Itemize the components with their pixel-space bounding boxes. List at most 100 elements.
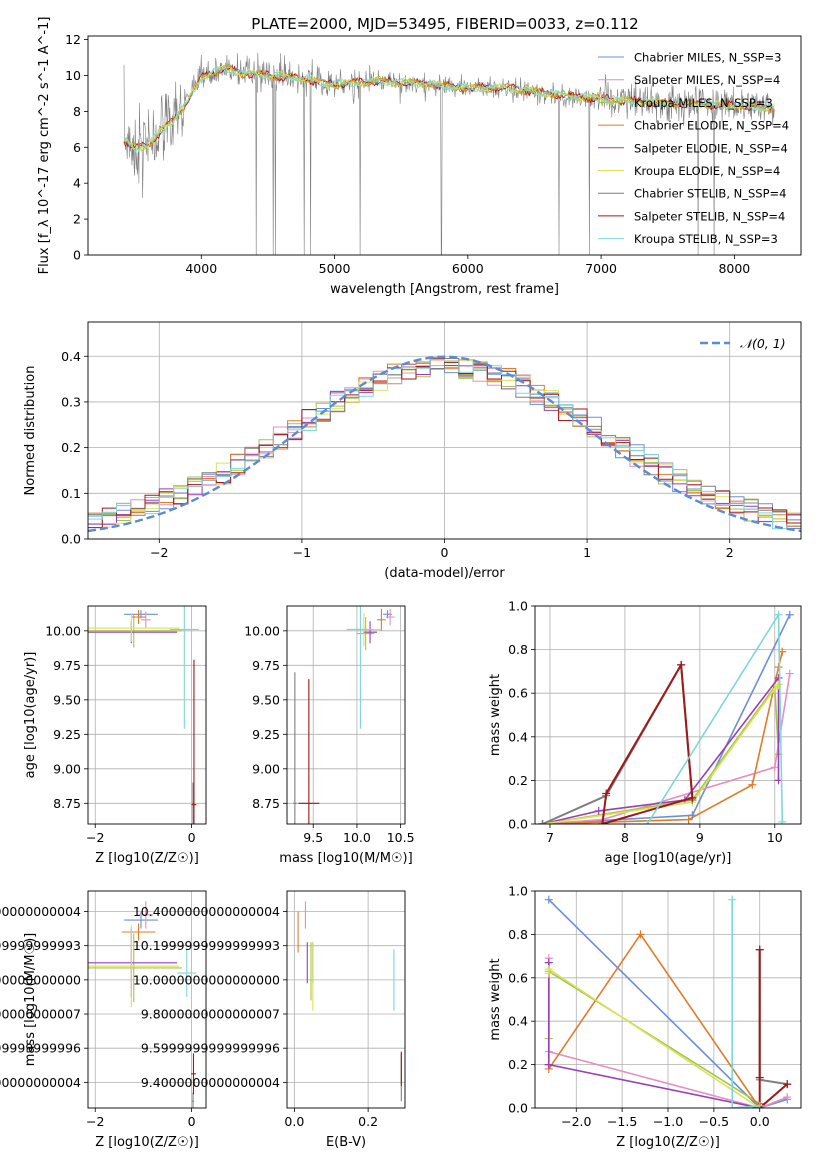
y-tick-label: 10.4000000000000004 <box>133 904 280 919</box>
legend-label: Salpeter STELIB, N_SSP=4 <box>634 209 785 223</box>
errorbar-point-salpeter_miles <box>138 901 154 929</box>
errorbar-point-kroupa_miles <box>356 617 375 651</box>
errorbar-point-kroupa_stelib <box>177 949 197 997</box>
errorbar-point-salpeter_stelib <box>191 659 197 824</box>
y-tick-label: 10.0000000000000000 <box>0 972 81 987</box>
errorbar-point-salpeter_miles <box>385 608 395 626</box>
y-axis-label: Normed distribution <box>23 366 38 496</box>
plot-area <box>88 901 197 1108</box>
weight-line <box>548 969 761 1105</box>
axes-frame <box>87 321 802 540</box>
panel-age-vs-Z: −2 0 8.75 9.00 9.25 9.50 9.75 10.00 Z [log10(Z/Z… <box>23 605 207 866</box>
legend-label: Salpeter MILES, N_SSP=4 <box>634 73 780 87</box>
legend-label: Kroupa MILES, N_SSP=3 <box>634 96 773 110</box>
legend-label: Kroupa STELIB, N_SSP=3 <box>634 232 778 246</box>
y-axis-label: mass weight <box>488 958 503 1040</box>
errorbar-point-kroupa_elodie <box>88 925 180 1008</box>
y-tick-label: 0 <box>73 248 81 263</box>
weight-line <box>646 611 784 824</box>
plot-area <box>297 901 402 1102</box>
x-axis-label: wavelength [Angstrom, rest frame] <box>330 282 559 297</box>
errorbar-point-kroupa_elodie <box>88 614 180 642</box>
plus-marker <box>538 820 547 824</box>
y-tick-label: 9.8000000000000007 <box>0 1007 81 1022</box>
normal-curve <box>88 355 801 533</box>
panel-residuals: −2 −1 0 1 2 0.0 0.1 0.2 0.3 0.4 (data-model)/error… <box>23 321 802 581</box>
x-tick-label: −2.0 <box>561 1114 591 1129</box>
y-tick-label: 9.4000000000000004 <box>141 1075 280 1090</box>
y-tick-label: 0.4 <box>508 1014 528 1029</box>
y-tick-label: 10.00 <box>244 623 280 638</box>
legend-label: 𝒩(0, 1) <box>740 336 786 351</box>
plus-marker <box>544 1060 553 1069</box>
y-tick-label: 9.25 <box>53 727 81 742</box>
y-axis-label: Flux [f_λ 10^-17 erg cm^-2 s^-1 A^-1] <box>37 17 52 275</box>
y-tick-label: 10 <box>65 68 81 83</box>
plot-area <box>293 606 395 824</box>
plus-marker <box>755 1073 764 1082</box>
y-tick-label: 0.2 <box>61 440 81 455</box>
x-axis-label: Z [log10(Z/Z☉)] <box>616 1135 720 1150</box>
weight-line <box>548 899 788 1108</box>
y-tick-label: 0.4 <box>61 349 81 364</box>
plus-marker <box>684 815 693 824</box>
weight-series-kroupa_stelib <box>643 610 787 824</box>
y-tick-label: 0.6 <box>508 970 528 985</box>
errorbar-point-salpeter_stelib <box>191 1053 196 1095</box>
weight-line <box>758 949 788 1086</box>
plus-marker <box>770 763 779 772</box>
legend-label: Chabrier ELODIE, N_SSP=4 <box>634 119 789 133</box>
weight-series-salpeter_stelib <box>755 945 792 1108</box>
legend-label: Salpeter ELODIE, N_SSP=4 <box>634 141 788 155</box>
axes-frame <box>286 890 406 1109</box>
y-tick-label: 10.4000000000000004 <box>0 904 81 919</box>
x-axis-label: Z [log10(Z/Z☉)] <box>95 851 199 866</box>
y-tick-label: 9.00 <box>53 761 81 776</box>
plus-marker <box>643 820 652 824</box>
residuals-legend: 𝒩(0, 1) <box>700 336 786 351</box>
y-tick-label: 4 <box>73 176 81 191</box>
weight-line <box>542 651 784 824</box>
plus-marker <box>785 610 794 619</box>
x-tick-label: −2 <box>150 545 168 560</box>
panel-weight-vs-Z: −2.0 −1.5 −1.0 −0.5 0.0 0.0 0.2 0.4 0.6 0.8 1.0 Z [… <box>488 884 802 1150</box>
weight-line <box>548 967 761 1108</box>
weight-line <box>542 684 780 824</box>
y-tick-label: 10.0000000000000000 <box>133 972 280 987</box>
x-tick-label: 10 <box>767 830 783 845</box>
weight-series-kroupa_stelib <box>728 895 764 1108</box>
y-tick-label: 0.3 <box>61 394 81 409</box>
y-tick-label: 0.2 <box>508 1057 528 1072</box>
y-axis-label: mass [log10(M/M☉)] <box>23 933 38 1066</box>
errorbar-point-chabrier_stelib <box>293 672 297 824</box>
weight-line <box>758 949 788 1108</box>
x-tick-label: −2 <box>86 1114 104 1129</box>
y-tick-label: 6 <box>73 140 81 155</box>
y-tick-label: 0.8 <box>508 927 528 942</box>
plus-marker <box>774 663 783 672</box>
plus-marker <box>778 817 787 824</box>
plot-area <box>538 610 794 824</box>
axes-frame <box>87 35 802 256</box>
axes-frame <box>534 605 802 825</box>
x-tick-label: −1.0 <box>653 1114 683 1129</box>
y-tick-label: 2 <box>73 212 81 227</box>
plus-marker <box>677 660 686 669</box>
y-tick-label: 0.6 <box>508 686 528 701</box>
axes-frame <box>87 890 207 1109</box>
x-tick-label: 5000 <box>319 261 351 276</box>
y-tick-label: 9.75 <box>252 658 280 673</box>
plus-marker <box>774 680 783 689</box>
errorbar-point-chabrier_elodie <box>377 608 386 631</box>
x-tick-label: 2 <box>726 545 734 560</box>
panel-weight-vs-age: 7 8 9 10 0.0 0.2 0.4 0.6 0.8 1.0 age [log10(age/yr… <box>488 599 802 866</box>
errorbar-point-chabrier_elodie <box>131 610 146 624</box>
y-tick-label: 9.25 <box>252 727 280 742</box>
model-spectrum-kroupa_stelib <box>123 67 775 153</box>
histogram-kroupa_stelib <box>88 358 801 530</box>
plus-marker <box>602 789 611 798</box>
errorbar-point-salpeter_miles <box>140 611 151 629</box>
legend-label: Kroupa ELODIE, N_SSP=4 <box>634 164 780 178</box>
y-tick-label: 9.50 <box>53 692 81 707</box>
